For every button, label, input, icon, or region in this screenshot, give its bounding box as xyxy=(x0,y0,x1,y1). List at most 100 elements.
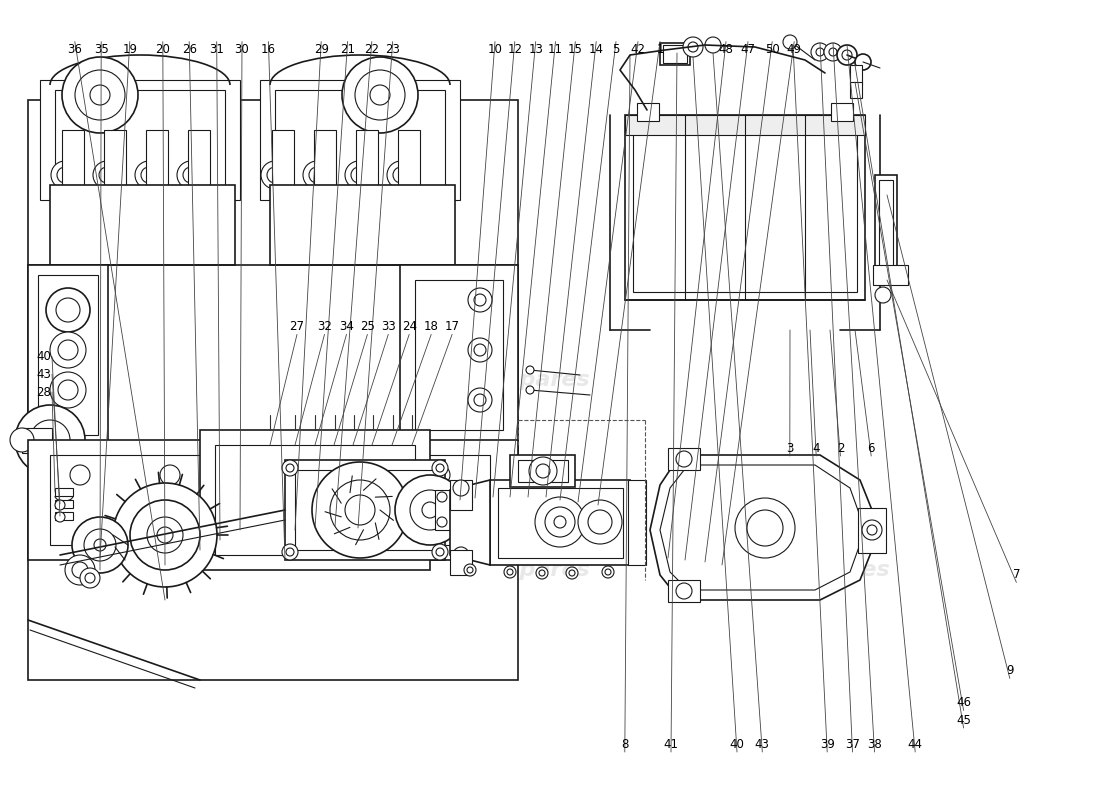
Circle shape xyxy=(51,161,79,189)
Circle shape xyxy=(261,161,289,189)
Circle shape xyxy=(456,517,468,527)
Circle shape xyxy=(130,500,200,570)
Text: 37: 37 xyxy=(845,738,860,750)
Circle shape xyxy=(157,527,173,543)
Text: 9: 9 xyxy=(1006,664,1013,677)
Circle shape xyxy=(536,567,548,579)
Bar xyxy=(28,100,518,680)
Bar xyxy=(625,115,865,135)
Bar xyxy=(632,123,857,292)
Circle shape xyxy=(85,573,95,583)
Bar xyxy=(663,45,688,63)
Circle shape xyxy=(535,497,585,547)
Circle shape xyxy=(65,555,95,585)
Polygon shape xyxy=(650,455,880,600)
Circle shape xyxy=(147,517,183,553)
Circle shape xyxy=(387,161,415,189)
Bar xyxy=(39,275,98,435)
Circle shape xyxy=(432,544,448,560)
Bar xyxy=(498,488,623,558)
Text: 6: 6 xyxy=(868,442,875,454)
Text: 38: 38 xyxy=(867,738,882,750)
Circle shape xyxy=(286,548,294,556)
Circle shape xyxy=(55,500,65,510)
Text: 39: 39 xyxy=(820,738,835,750)
Bar xyxy=(275,90,446,190)
Circle shape xyxy=(50,332,86,368)
Bar xyxy=(55,512,73,520)
Bar xyxy=(55,90,225,190)
Bar xyxy=(850,82,862,98)
Text: 40: 40 xyxy=(36,350,52,363)
Text: 29: 29 xyxy=(314,43,329,56)
Bar xyxy=(660,43,690,65)
Bar xyxy=(874,175,896,280)
Bar xyxy=(295,470,434,550)
Circle shape xyxy=(55,512,65,522)
Polygon shape xyxy=(660,465,865,590)
Circle shape xyxy=(436,548,444,556)
Circle shape xyxy=(282,544,298,560)
Bar xyxy=(272,130,294,185)
Text: 12: 12 xyxy=(507,43,522,56)
Circle shape xyxy=(683,37,703,57)
Circle shape xyxy=(58,340,78,360)
Circle shape xyxy=(526,366,534,374)
Text: 26: 26 xyxy=(182,43,197,56)
Circle shape xyxy=(816,48,824,56)
Circle shape xyxy=(90,85,110,105)
Text: 33: 33 xyxy=(381,320,396,333)
Text: 46: 46 xyxy=(956,696,971,709)
Text: eurospares: eurospares xyxy=(450,370,591,390)
Circle shape xyxy=(410,490,450,530)
Text: 19: 19 xyxy=(122,43,138,56)
Circle shape xyxy=(468,338,492,362)
Text: 1: 1 xyxy=(657,43,663,56)
Bar xyxy=(50,185,235,265)
Circle shape xyxy=(735,498,795,558)
Circle shape xyxy=(370,85,390,105)
Circle shape xyxy=(282,460,298,476)
Text: 7: 7 xyxy=(1013,568,1020,581)
Circle shape xyxy=(688,42,698,52)
Text: 8: 8 xyxy=(621,738,628,750)
Circle shape xyxy=(436,464,444,472)
Circle shape xyxy=(566,567,578,579)
Circle shape xyxy=(72,562,88,578)
Text: 40: 40 xyxy=(729,738,745,750)
Text: 32: 32 xyxy=(317,320,332,333)
Circle shape xyxy=(437,492,447,502)
Bar xyxy=(668,448,700,470)
Bar xyxy=(858,508,886,553)
Bar xyxy=(450,550,472,575)
Circle shape xyxy=(58,380,78,400)
Circle shape xyxy=(330,480,390,540)
Bar xyxy=(62,130,84,185)
Text: 49: 49 xyxy=(786,43,802,56)
Bar xyxy=(55,500,73,508)
Text: 2: 2 xyxy=(837,442,844,454)
Text: 16: 16 xyxy=(261,43,276,56)
Circle shape xyxy=(578,500,621,544)
Text: 24: 24 xyxy=(402,320,417,333)
Bar xyxy=(434,490,470,530)
Circle shape xyxy=(84,529,116,561)
Circle shape xyxy=(62,57,138,133)
Text: 48: 48 xyxy=(718,43,734,56)
Text: eurospares: eurospares xyxy=(179,370,320,390)
Circle shape xyxy=(302,161,331,189)
Bar xyxy=(214,445,415,555)
Circle shape xyxy=(80,568,100,588)
Text: 34: 34 xyxy=(339,320,354,333)
Text: 27: 27 xyxy=(289,320,305,333)
Text: 14: 14 xyxy=(588,43,604,56)
Circle shape xyxy=(395,475,465,545)
Bar xyxy=(146,130,168,185)
Text: 11: 11 xyxy=(548,43,563,56)
Text: 35: 35 xyxy=(94,43,109,56)
Circle shape xyxy=(267,167,283,183)
Circle shape xyxy=(183,167,199,183)
Bar xyxy=(314,130,336,185)
Bar xyxy=(637,103,659,121)
Text: 28: 28 xyxy=(36,386,52,398)
